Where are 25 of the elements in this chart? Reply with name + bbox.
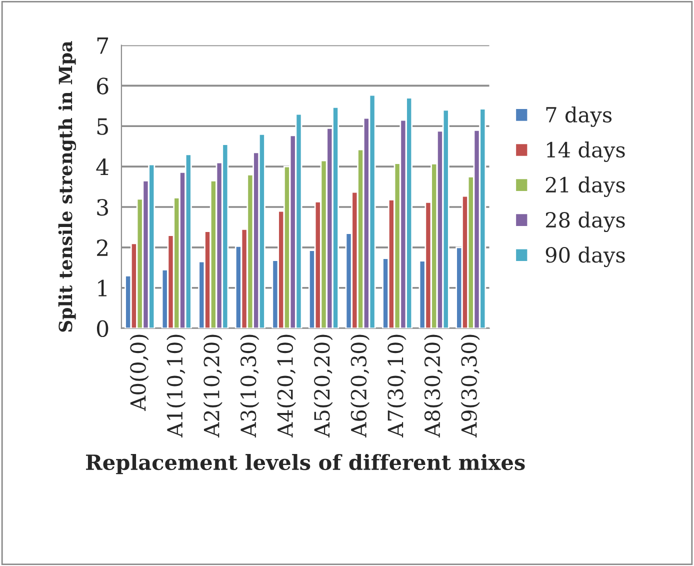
- x-tick-label: A6(20,30): [350, 334, 370, 438]
- x-tick-label: A3(10,30): [240, 334, 260, 438]
- x-tick-label: A8(30,20): [424, 334, 444, 438]
- x-tick-label: A9(30,30): [460, 334, 480, 438]
- y-tick-label: 6: [96, 78, 108, 94]
- y-tick-label: 7: [97, 38, 108, 54]
- y-tick-label: 2: [97, 239, 108, 256]
- legend-label: 7 days: [546, 106, 612, 127]
- x-tick-label: A1(10,10): [166, 334, 186, 438]
- y-tick-label: 4: [96, 158, 109, 176]
- y-tick-label: 5: [97, 118, 108, 135]
- x-tick-label: A2(10,20): [203, 334, 222, 438]
- legend-label: 90 days: [546, 246, 625, 268]
- x-tick-label: A0(0,0): [130, 334, 149, 411]
- legend-label: 28 days: [546, 212, 625, 232]
- y-tick-label: 0: [96, 320, 108, 338]
- x-tick-label: A4(20,10): [276, 334, 296, 438]
- x-axis-title: Replacement levels of different mixes: [86, 454, 525, 474]
- x-tick-label: A5(20,20): [314, 334, 333, 438]
- legend-label: 21 days: [546, 176, 625, 198]
- x-tick-label: A7(30,10): [387, 334, 406, 438]
- y-axis-title: Split tensile strength in Mpa: [58, 41, 76, 332]
- legend-label: 14 days: [547, 142, 625, 162]
- y-tick-label: 1: [98, 280, 106, 296]
- y-tick-label: 3: [97, 198, 108, 216]
